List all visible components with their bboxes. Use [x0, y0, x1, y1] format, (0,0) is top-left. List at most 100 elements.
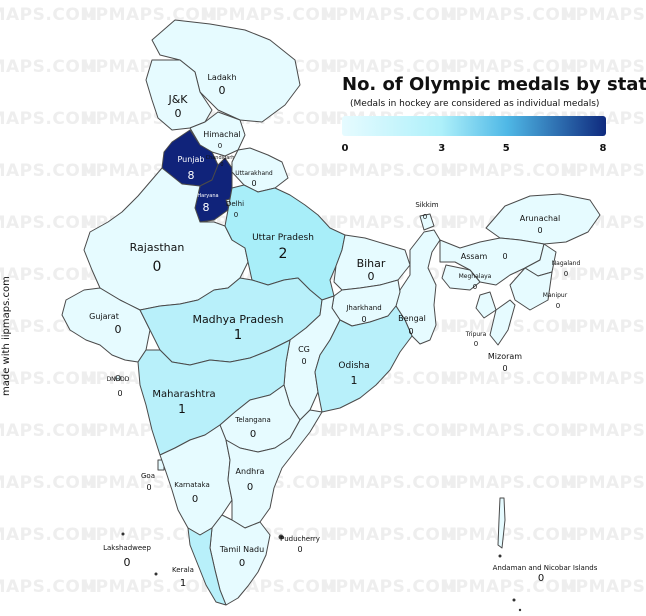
svg-text:Karnataka: Karnataka	[174, 481, 210, 489]
watermark-text: IIPMAPS.COM	[0, 213, 98, 233]
svg-text:0: 0	[192, 494, 198, 505]
svg-text:Arunachal: Arunachal	[520, 214, 560, 223]
svg-text:0: 0	[251, 179, 256, 188]
label-uttarakhand-name: Uttarakhand	[235, 170, 273, 177]
label-chandigarh-value: 0	[220, 162, 223, 168]
svg-text:0: 0	[301, 357, 306, 366]
state-dnhdd[interactable]	[115, 375, 121, 381]
svg-text:0: 0	[473, 283, 477, 291]
state-sikkim[interactable]	[419, 213, 435, 231]
label-mizoram-name: Mizoram	[488, 352, 522, 361]
label-bengal-value: 0	[408, 327, 413, 336]
watermark-text: IIPMAPS.COM	[0, 369, 98, 389]
label-sikkim-name: Sikkim	[415, 201, 438, 209]
legend: No. of Olympic medals by state (Medals i…	[342, 74, 646, 154]
label-uttarakhand-value: 0	[251, 179, 256, 188]
svg-text:Manipur: Manipur	[543, 292, 568, 299]
label-bihar-value: 0	[368, 270, 375, 283]
watermark-text: IIPMAPS.COM	[562, 369, 646, 389]
label-goa-name: Goa	[141, 472, 155, 480]
label-arunachal-name: Arunachal	[520, 214, 560, 223]
legend-tick-0: 0	[342, 143, 349, 154]
label-dnhdd-name: DNHDD	[107, 376, 130, 383]
label-karnataka-value: 0	[192, 494, 198, 505]
state-kerala[interactable]	[187, 527, 227, 606]
svg-text:Ladakh: Ladakh	[207, 73, 236, 82]
map-title: No. of Olympic medals by state	[342, 74, 646, 95]
label-andhra-name: Andhra	[236, 467, 265, 476]
svg-text:0: 0	[474, 340, 478, 348]
svg-text:Madhya Pradesh: Madhya Pradesh	[192, 313, 283, 326]
svg-text:0: 0	[564, 270, 568, 278]
label-kerala-name: Kerala	[172, 566, 194, 574]
label-tn-value: 0	[239, 558, 245, 569]
label-andaman-name: Andaman and Nicobar Islands	[493, 564, 598, 572]
label-odisha-name: Odisha	[338, 361, 369, 371]
svg-text:Meghalaya: Meghalaya	[459, 273, 492, 280]
svg-text:Telangana: Telangana	[234, 416, 271, 424]
legend-color-bar	[342, 116, 606, 136]
watermark-text: IIPMAPS.COM	[442, 577, 578, 597]
label-haryana-name: Haryana	[197, 193, 218, 199]
svg-text:0: 0	[297, 545, 302, 554]
svg-text:DNHDD: DNHDD	[107, 376, 130, 383]
svg-text:Chandigarh: Chandigarh	[206, 155, 235, 161]
state-andhra[interactable]	[225, 409, 323, 529]
watermark-text: IIPMAPS.COM	[0, 265, 98, 285]
svg-text:0: 0	[115, 323, 122, 336]
state-odisha[interactable]	[314, 305, 413, 413]
label-gujarat-name: Gujarat	[89, 312, 119, 321]
svg-text:Bengal: Bengal	[398, 314, 426, 323]
state-meghalaya[interactable]	[441, 264, 481, 291]
state-puducherry[interactable]	[278, 534, 284, 540]
watermark-text: IIPMAPS.COM	[562, 317, 646, 337]
svg-text:0: 0	[368, 270, 375, 283]
watermark-text: IIPMAPS.COM	[442, 369, 578, 389]
label-arunachal-value: 0	[537, 226, 542, 235]
watermark-text: IIPMAPS.COM	[0, 161, 98, 181]
watermark-text: IIPMAPS.COM	[0, 577, 98, 597]
state-lakshadweep[interactable]	[121, 532, 125, 536]
legend-tick-3: 3	[438, 143, 445, 154]
label-meghalaya-value: 0	[473, 283, 477, 291]
label-andaman-value: 0	[538, 573, 544, 584]
state-manipur[interactable]	[509, 267, 553, 311]
svg-text:Jharkhand: Jharkhand	[345, 304, 381, 312]
svg-text:0: 0	[250, 429, 256, 440]
label-jharkhand-name: Jharkhand	[345, 304, 381, 312]
svg-text:Sikkim: Sikkim	[415, 201, 438, 209]
watermark-text: IIPMAPS.COM	[562, 57, 646, 77]
svg-text:0: 0	[423, 213, 427, 221]
svg-text:Rajasthan: Rajasthan	[130, 241, 185, 254]
label-maharashtra-value: 1	[178, 402, 186, 416]
state-tripura[interactable]	[475, 291, 497, 319]
watermark-text: IIPMAPS.COM	[0, 525, 98, 545]
state-andaman-nicobar[interactable]	[497, 497, 522, 612]
watermark-text: IIPMAPS.COM	[0, 421, 98, 441]
svg-text:Goa: Goa	[141, 472, 155, 480]
watermark-text: IIPMAPS.COM	[82, 577, 218, 597]
watermark-text: IIPMAPS.COM	[322, 525, 458, 545]
label-lakshadweep-value: 0	[124, 556, 131, 569]
credit-text: made with iipmaps.com	[1, 276, 12, 396]
label-manipur-value: 0	[556, 302, 560, 310]
svg-text:CG: CG	[298, 345, 310, 354]
state-mizoram[interactable]	[489, 299, 516, 346]
watermark-text: IIPMAPS.COM	[442, 421, 578, 441]
watermark-text: IIPMAPS.COM	[0, 57, 98, 77]
watermark-text: IIPMAPS.COM	[562, 473, 646, 493]
svg-text:Puducherry: Puducherry	[280, 535, 320, 543]
label-rajasthan-value: 0	[153, 259, 162, 275]
svg-text:Tripura: Tripura	[465, 331, 487, 338]
watermark-text: IIPMAPS.COM	[322, 577, 458, 597]
watermark-text: IIPMAPS.COM	[322, 5, 458, 25]
label-puducherry-name: Puducherry	[280, 535, 320, 543]
state-labels: Ladakh 0 J&K 0 Himachal 0 Chandigarh 0 P…	[89, 73, 598, 589]
svg-text:1: 1	[178, 402, 186, 416]
watermark-text: IIPMAPS.COM	[442, 525, 578, 545]
svg-text:1: 1	[351, 374, 358, 387]
label-ladakh-value: 0	[219, 84, 226, 97]
label-maharashtra-name: Maharashtra	[152, 389, 215, 400]
legend-tick-5: 5	[503, 143, 510, 154]
svg-text:0: 0	[408, 327, 413, 336]
